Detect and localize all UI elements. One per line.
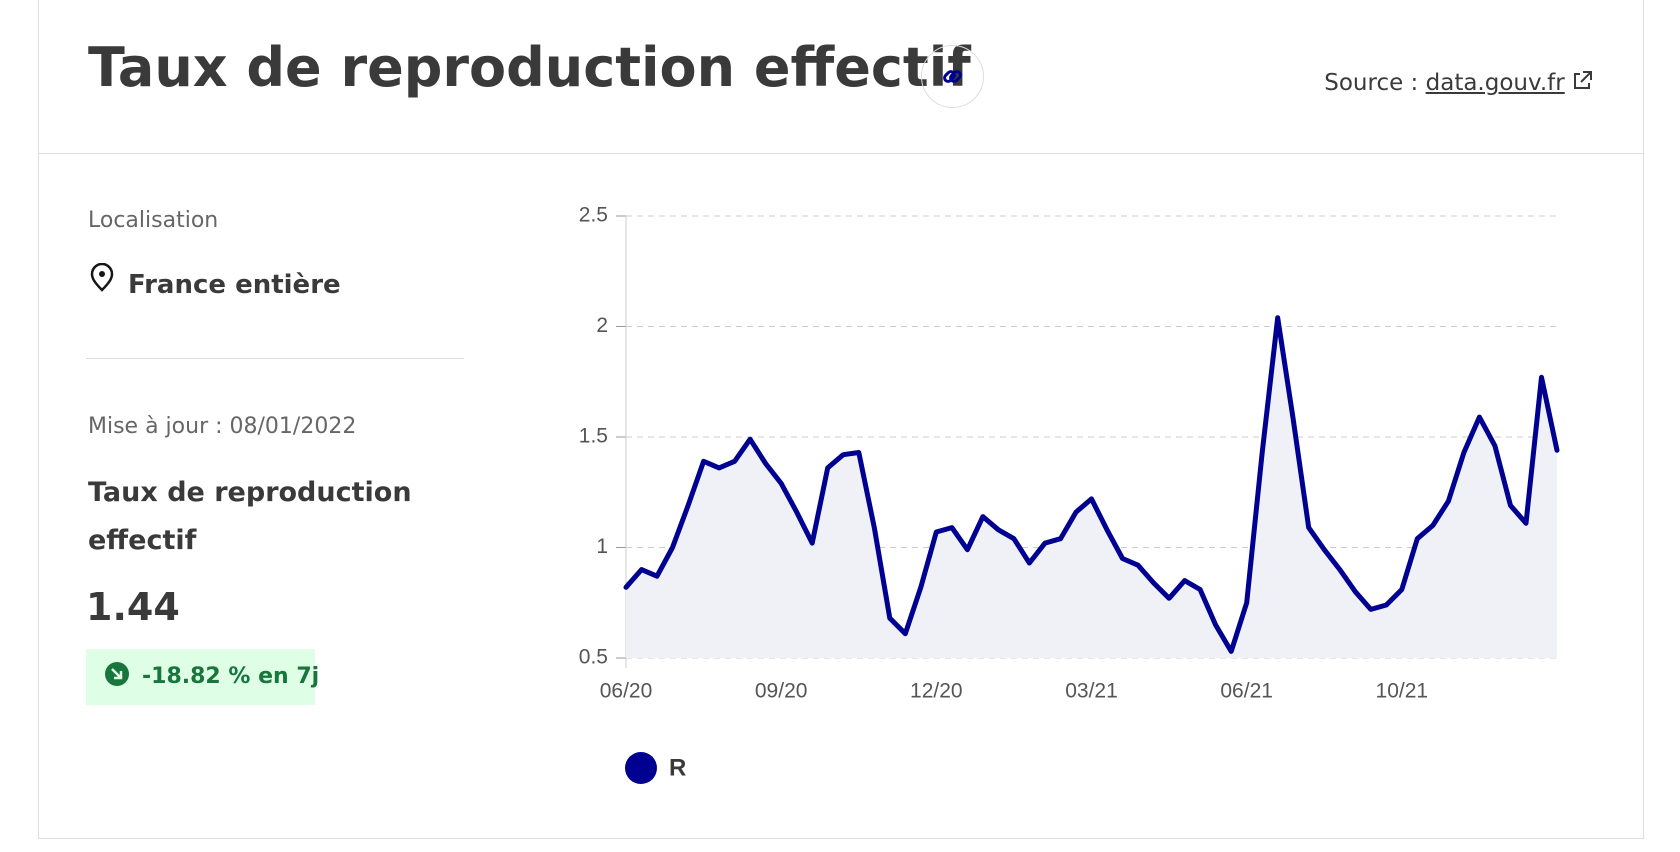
location: France entière xyxy=(128,270,341,300)
link-icon xyxy=(943,70,962,83)
legend-label: R xyxy=(669,754,686,781)
legend-marker xyxy=(625,752,657,784)
change: -18.82 % en 7j xyxy=(142,664,320,689)
down-arrow-icon xyxy=(105,662,129,686)
x-tick-label: 12/20 xyxy=(910,680,963,703)
x-tick-label: 10/21 xyxy=(1376,680,1429,703)
x-tick-label: 09/20 xyxy=(755,680,808,703)
location-label: Localisation xyxy=(88,208,219,233)
page-title: Taux de reproduction effectif xyxy=(88,36,971,99)
external-icon xyxy=(1574,71,1592,89)
header-divider xyxy=(38,153,1643,154)
line xyxy=(623,315,1560,654)
metric-value: 1.44 xyxy=(86,585,180,629)
card xyxy=(38,0,1644,839)
source: Source : data.gouv.fr xyxy=(1324,70,1594,96)
source-label: Source : xyxy=(1324,70,1419,96)
x-tick-label: 06/20 xyxy=(600,680,653,703)
pin-icon xyxy=(90,263,114,292)
y-tick-label: 2.5 xyxy=(579,204,608,227)
y-tick-label: 1.5 xyxy=(579,425,608,448)
x-tick-label: 06/21 xyxy=(1220,680,1273,703)
y-tick-label: 0.5 xyxy=(579,646,608,669)
y-tick-label: 2 xyxy=(596,314,608,337)
sidebar-divider xyxy=(86,358,464,359)
update-date: Mise à jour : 08/01/2022 xyxy=(88,414,357,439)
area xyxy=(626,317,1557,658)
x-tick-label: 03/21 xyxy=(1065,680,1118,703)
source-link[interactable]: data.gouv.fr xyxy=(1425,70,1565,96)
y-tick-label: 1 xyxy=(596,535,608,558)
copy-link-button[interactable] xyxy=(921,45,984,108)
metric-title: Taux de reproduction effectif xyxy=(88,477,412,556)
